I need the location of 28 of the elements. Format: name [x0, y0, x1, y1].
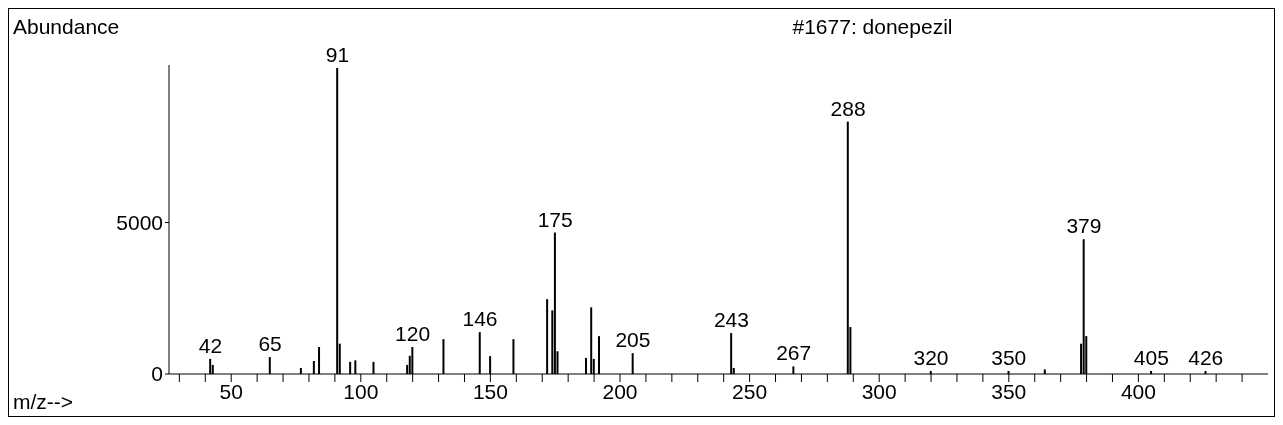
- annotation: 379: [1066, 214, 1102, 238]
- annotation: 426: [1188, 345, 1224, 369]
- y-axis-title: Abundance: [13, 15, 120, 39]
- annotation: 288: [830, 96, 866, 120]
- annotation: 205: [615, 328, 651, 352]
- annotation: 267: [776, 341, 812, 365]
- chart-title: #1677: donepezil: [792, 15, 953, 38]
- y-tick-label: 5000: [116, 210, 163, 234]
- annotation: 175: [537, 207, 573, 231]
- x-tick-label: 400: [1120, 379, 1156, 403]
- x-tick-label: 100: [343, 379, 379, 403]
- annotation: 120: [395, 322, 431, 346]
- x-tick-label: 350: [991, 379, 1027, 403]
- x-axis-title: m/z-->: [13, 390, 74, 414]
- x-tick-label: 200: [602, 379, 638, 403]
- x-tick-label: 150: [472, 379, 508, 403]
- annotation: 65: [258, 332, 282, 356]
- annotation: 146: [462, 307, 498, 331]
- x-tick-label: 300: [861, 379, 897, 403]
- annotation: 243: [713, 308, 749, 332]
- annotation: 42: [198, 333, 223, 357]
- annotation: 405: [1133, 345, 1169, 369]
- x-tick-label: 250: [732, 379, 768, 403]
- annotation: 91: [325, 43, 350, 67]
- y-tick-label: 0: [151, 362, 163, 386]
- x-tick-label: 50: [219, 379, 243, 403]
- annotation: 320: [913, 345, 949, 369]
- annotation: 350: [991, 345, 1027, 369]
